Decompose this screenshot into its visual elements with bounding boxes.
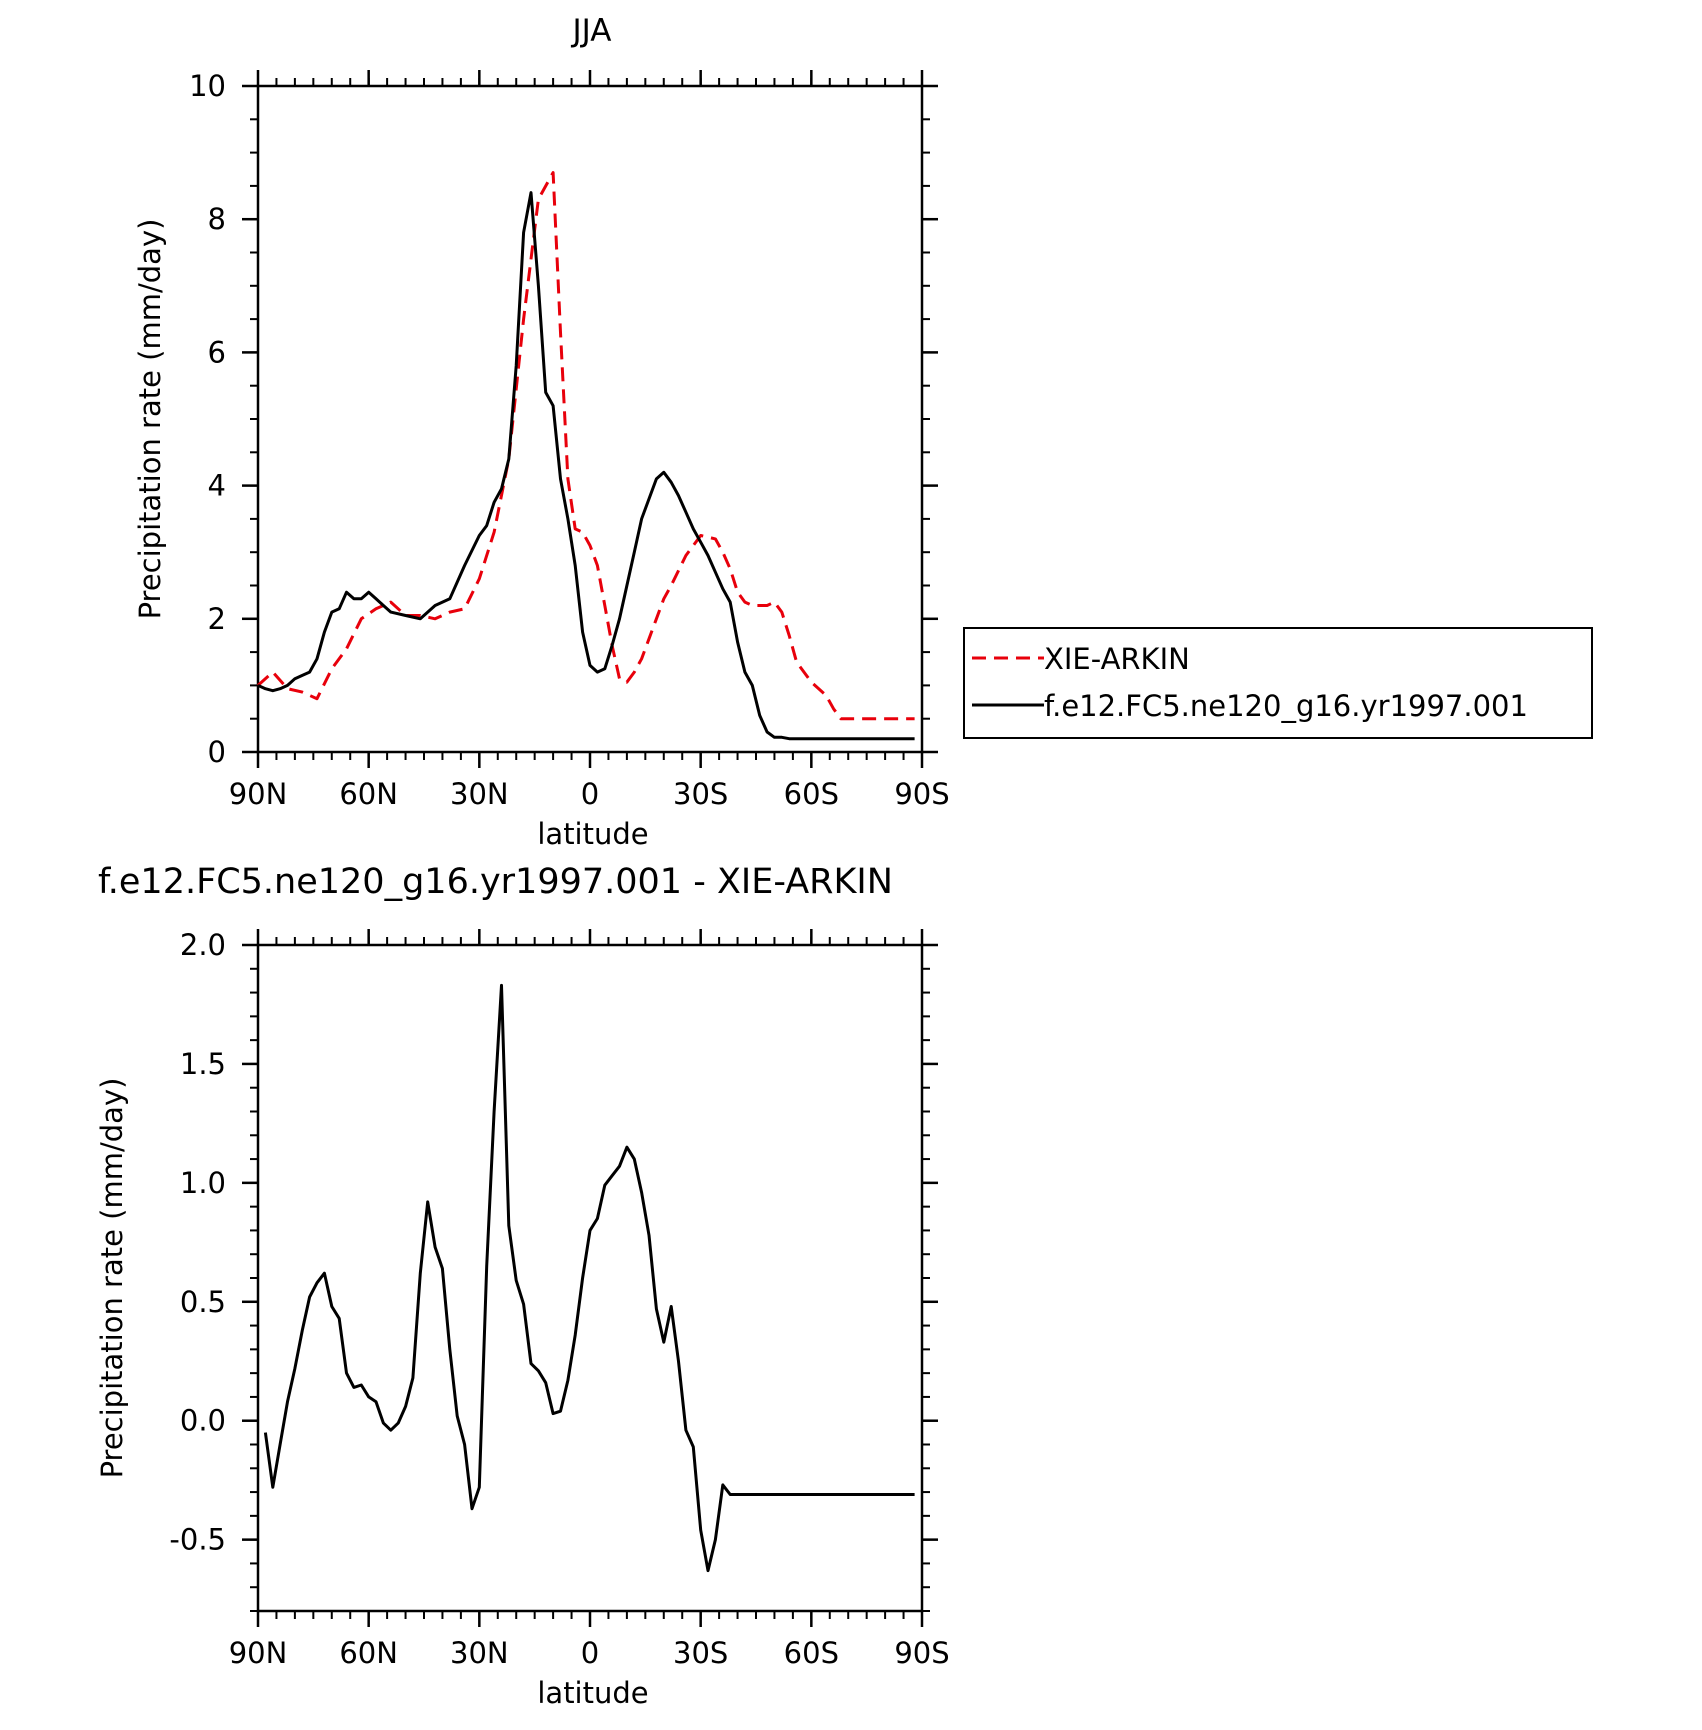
y-axis-label: Precipitation rate (mm/day) <box>133 219 167 620</box>
x-tick-label: 30N <box>450 777 509 811</box>
y-tick-label: 10 <box>189 69 226 103</box>
y-tick-label: 0.0 <box>180 1404 226 1438</box>
x-axis-label: latitude <box>537 1676 648 1710</box>
x-tick-label: 90S <box>894 777 949 811</box>
y-axis-label: Precipitation rate (mm/day) <box>95 1078 129 1479</box>
chart-title: f.e12.FC5.ne120_g16.yr1997.001 - XIE-ARK… <box>98 862 893 902</box>
x-axis-label: latitude <box>537 817 648 851</box>
x-tick-label: 60S <box>784 1636 839 1670</box>
x-tick-label: 90N <box>229 777 288 811</box>
legend-box <box>963 627 1593 739</box>
y-tick-label: 4 <box>208 469 226 503</box>
y-tick-label: 2.0 <box>180 928 226 962</box>
y-tick-label: 8 <box>208 202 226 236</box>
legend-entry: f.e12.FC5.ne120_g16.yr1997.001 <box>1044 689 1528 723</box>
y-tick-label: 0 <box>208 735 226 769</box>
y-tick-label: 1.0 <box>180 1166 226 1200</box>
series-line-1-0 <box>263 983 915 1573</box>
series-line-0-1 <box>257 191 915 741</box>
y-tick-label: 2 <box>208 602 226 636</box>
plot-frame <box>256 84 924 754</box>
top-panel-jja: 90N 60N 30N 0 30S 60S 90S 0 2 4 6 8 10 latitude Precip… <box>133 13 950 851</box>
chart-title: JJA <box>571 13 612 49</box>
x-tick-label: 60N <box>339 1636 398 1670</box>
x-tick-label: 0 <box>581 777 599 811</box>
x-tick-label: 90N <box>229 1636 288 1670</box>
series-line-0-0 <box>256 171 915 721</box>
x-tick-label: 30S <box>673 777 728 811</box>
legend-entry: XIE-ARKIN <box>1044 642 1190 676</box>
plot-frame <box>256 943 924 1613</box>
x-tick-label: 30S <box>673 1636 728 1670</box>
bottom-panel-difference: 90N 60N 30N 0 30S 60S 90S -0.5 0.0 0.5 1.0 1.5 2.0 la… <box>95 862 950 1710</box>
x-tick-label: 90S <box>894 1636 949 1670</box>
y-tick-label: 6 <box>208 335 226 369</box>
y-tick-label: -0.5 <box>169 1523 226 1557</box>
y-tick-label: 1.5 <box>180 1047 226 1081</box>
x-tick-label: 30N <box>450 1636 509 1670</box>
x-tick-label: 60N <box>339 777 398 811</box>
x-tick-label: 60S <box>784 777 839 811</box>
x-tick-label: 0 <box>581 1636 599 1670</box>
y-tick-label: 0.5 <box>180 1285 226 1319</box>
legend: XIE-ARKIN f.e12.FC5.ne120_g16.yr1997.001 <box>963 627 1593 739</box>
